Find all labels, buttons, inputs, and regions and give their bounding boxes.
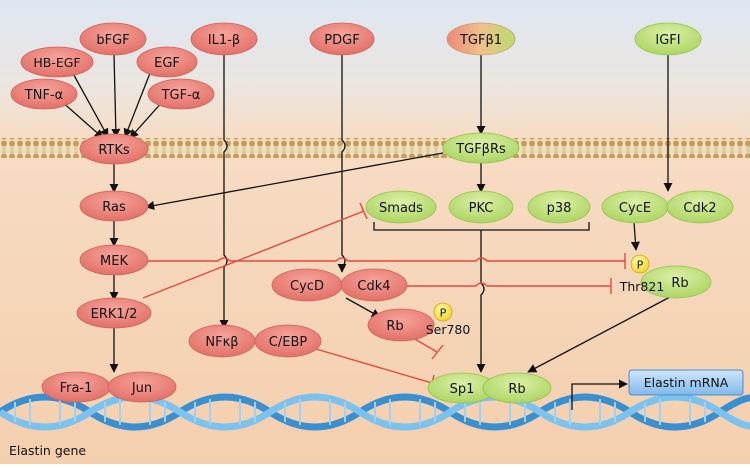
node-bfgf-label: bFGF (96, 33, 129, 48)
ser780-label: Ser780 (426, 322, 471, 337)
node-ras-label: Ras (102, 200, 126, 215)
inhibit-mek-rbthr (146, 257, 625, 262)
node-cebp[interactable]: C/EBP (254, 324, 322, 358)
node-smads[interactable]: Smads (365, 190, 437, 224)
node-rb-thr821-label: Rb (671, 276, 688, 291)
arrow-promoter-mrna (571, 379, 628, 410)
arrow-tgfa-rtks (129, 99, 165, 139)
node-p38-label: p38 (547, 201, 572, 216)
arrow-hbegf-rtks (69, 67, 109, 138)
arrow-cycd-rbser (345, 297, 381, 318)
node-rb-sp1-label: Rb (508, 382, 525, 397)
node-egf[interactable]: EGF (136, 46, 198, 78)
node-cdk2-label: Cdk2 (683, 201, 716, 216)
arrow-il1b-nfkb (219, 54, 229, 329)
node-tgfb1-label: TGFβ1 (459, 33, 502, 48)
node-sp1-label: Sp1 (450, 382, 475, 397)
node-cycd[interactable]: CycD (271, 268, 343, 302)
thr821-label: Thr821 (619, 279, 665, 294)
elastin-gene-label: Elastin gene (9, 443, 86, 458)
arrow-pdgf-cycd (337, 54, 347, 273)
arrow-cyce-rb (630, 221, 640, 251)
elastin-mrna-box[interactable]: Elastin mRNA (628, 369, 744, 396)
node-cycd-label: CycD (290, 279, 324, 294)
arrow-tgfbrs-ras (145, 152, 444, 211)
node-sp1[interactable]: Sp1 (427, 372, 497, 404)
node-hbegf-label: HB-EGF (33, 55, 80, 70)
node-pdgf[interactable]: PDGF (309, 22, 375, 56)
arrow-egf-rtks (123, 67, 153, 138)
node-rb-ser780-label: Rb (386, 319, 403, 334)
node-cyce-label: CycE (619, 201, 651, 216)
inhibit-erk-smads (142, 210, 365, 299)
node-p38[interactable]: p38 (527, 190, 591, 224)
node-igfi-label: IGFI (655, 33, 680, 48)
node-tnfa[interactable]: TNF-α (10, 78, 78, 110)
node-igfi[interactable]: IGFI (634, 22, 702, 56)
node-nfkb[interactable]: NFκβ (188, 324, 256, 358)
node-rb-sp1[interactable]: Rb (482, 372, 552, 404)
inhibit-erk-smads-bar (359, 202, 368, 220)
phospho-thr821-label: P (637, 259, 644, 272)
node-il1b-label: IL1-β (208, 33, 240, 48)
node-fra1-label: Fra-1 (60, 381, 93, 396)
node-smads-label: Smads (379, 201, 423, 216)
node-pkc[interactable]: PKC (448, 190, 514, 224)
node-cdk4-label: Cdk4 (357, 279, 390, 294)
node-pkc-label: PKC (469, 201, 494, 216)
node-fra1[interactable]: Fra-1 (41, 371, 111, 403)
node-tgfbrs-label: TGFβRs (455, 142, 506, 157)
node-tnfa-label: TNF-α (24, 88, 63, 103)
node-egf-label: EGF (154, 56, 180, 71)
node-cyce[interactable]: CycE (601, 190, 669, 224)
inhibit-cebp-sp1 (315, 348, 433, 384)
node-jun-label: Jun (131, 381, 152, 396)
node-il1b[interactable]: IL1-β (190, 22, 258, 56)
inhibit-cdk4-thr821 (407, 282, 611, 287)
node-cdk2[interactable]: Cdk2 (666, 190, 734, 224)
arrow-rbthr-rbsp1 (527, 296, 671, 373)
node-erk[interactable]: ERK1/2 (76, 297, 152, 329)
node-pdgf-label: PDGF (324, 33, 359, 48)
arrow-bfgf-rtks (111, 53, 121, 138)
arrow-tnfa-rtks (59, 99, 104, 139)
phospho-ser780-label: P (440, 307, 447, 320)
node-tgfb1[interactable]: TGFβ1 (446, 22, 516, 56)
phospho-ser780: P (433, 302, 453, 322)
node-mek[interactable]: MEK (79, 244, 149, 276)
node-bfgf[interactable]: bFGF (79, 22, 147, 56)
inhibit-rbser-sp1-bar (431, 344, 444, 360)
elastin-mrna-label: Elastin mRNA (644, 375, 729, 390)
node-rtks-label: RTKs (98, 143, 130, 158)
inhibition-lines (142, 202, 626, 392)
node-rb-ser780[interactable]: Rb (367, 308, 435, 342)
node-mek-label: MEK (100, 254, 128, 269)
activation-arrows (59, 53, 673, 410)
phospho-thr821: P (630, 254, 650, 274)
node-hbegf[interactable]: HB-EGF (20, 46, 94, 78)
node-rtks[interactable]: RTKs (79, 133, 149, 165)
node-tgfbrs[interactable]: TGFβRs (442, 132, 520, 164)
node-cebp-label: C/EBP (269, 335, 308, 350)
node-tgfa[interactable]: TGF-α (147, 78, 215, 110)
node-jun[interactable]: Jun (107, 371, 177, 403)
node-tgfa-label: TGF-α (161, 88, 201, 103)
node-ras[interactable]: Ras (79, 190, 149, 222)
cell-membrane (0, 138, 750, 158)
node-cdk4[interactable]: Cdk4 (340, 268, 408, 302)
node-nfkb-label: NFκβ (205, 335, 238, 350)
node-erk-label: ERK1/2 (91, 307, 138, 322)
node-rb-thr821[interactable]: Rb (640, 265, 712, 299)
